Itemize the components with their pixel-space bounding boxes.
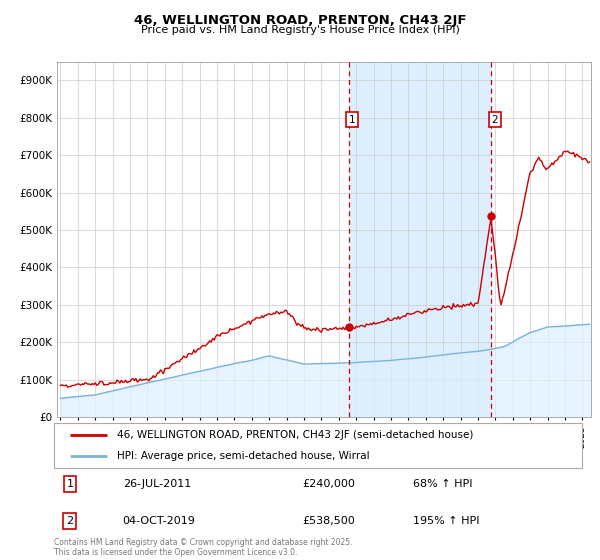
Text: 195% ↑ HPI: 195% ↑ HPI: [413, 516, 479, 526]
Text: 2: 2: [491, 115, 498, 125]
Text: HPI: Average price, semi-detached house, Wirral: HPI: Average price, semi-detached house,…: [118, 450, 370, 460]
Text: 46, WELLINGTON ROAD, PRENTON, CH43 2JF (semi-detached house): 46, WELLINGTON ROAD, PRENTON, CH43 2JF (…: [118, 430, 474, 440]
Text: 68% ↑ HPI: 68% ↑ HPI: [413, 479, 473, 489]
Text: £538,500: £538,500: [302, 516, 355, 526]
Text: 04-OCT-2019: 04-OCT-2019: [122, 516, 196, 526]
Text: 2: 2: [66, 516, 73, 526]
Text: 1: 1: [67, 479, 73, 489]
Text: 26-JUL-2011: 26-JUL-2011: [122, 479, 191, 489]
Text: 1: 1: [349, 115, 355, 125]
Text: 46, WELLINGTON ROAD, PRENTON, CH43 2JF: 46, WELLINGTON ROAD, PRENTON, CH43 2JF: [134, 14, 466, 27]
Bar: [349, 62, 491, 417]
Text: Contains HM Land Registry data © Crown copyright and database right 2025.
This d: Contains HM Land Registry data © Crown c…: [54, 538, 353, 557]
Text: Price paid vs. HM Land Registry's House Price Index (HPI): Price paid vs. HM Land Registry's House …: [140, 25, 460, 35]
Text: £240,000: £240,000: [302, 479, 355, 489]
